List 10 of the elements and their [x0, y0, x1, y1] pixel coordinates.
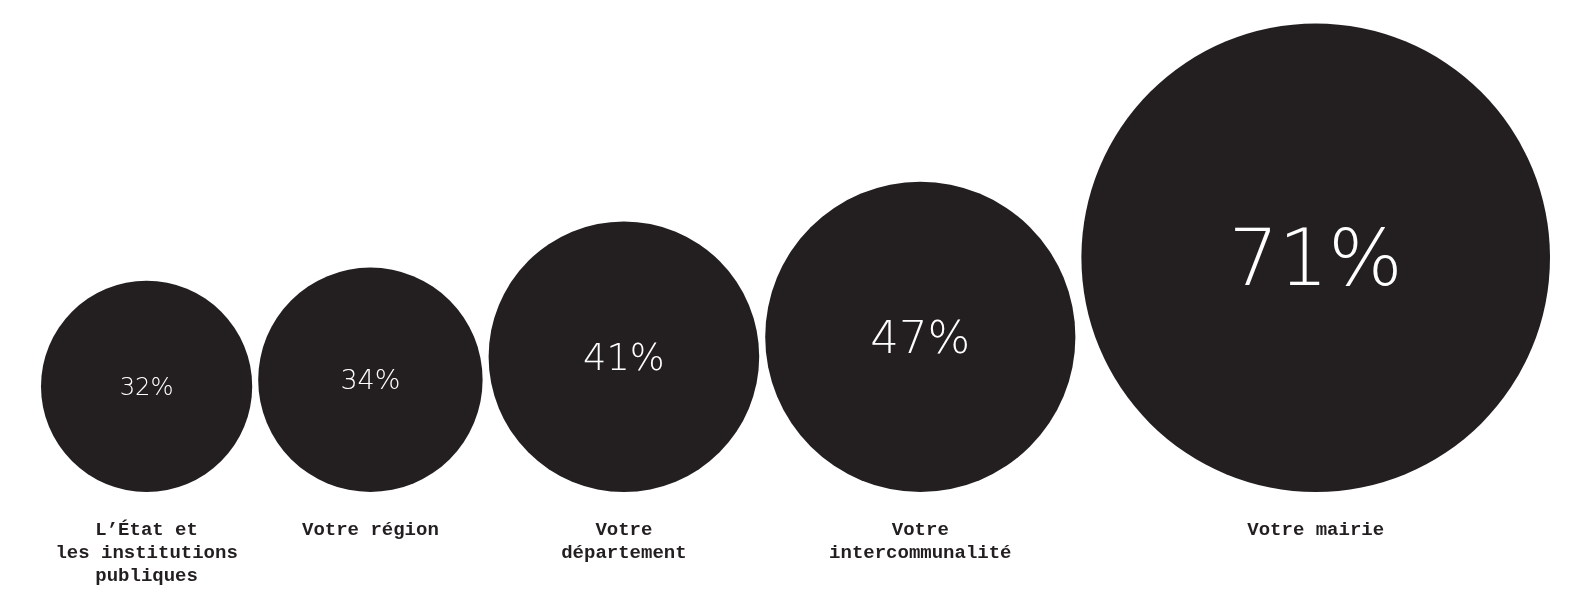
data-label: 47%: [870, 310, 971, 364]
data-label: 34%: [340, 364, 401, 396]
category-label: Votre département: [561, 519, 687, 564]
category-label: Votre région: [301, 519, 439, 541]
category-label: Votre intercommunalité: [829, 519, 1012, 564]
category-label: Votre mairie: [1247, 519, 1385, 541]
data-label: 41%: [583, 335, 665, 379]
data-label: 32%: [119, 371, 174, 401]
category-label: L’État et les institutions publiques: [55, 519, 238, 587]
data-label: 71%: [1228, 212, 1403, 304]
